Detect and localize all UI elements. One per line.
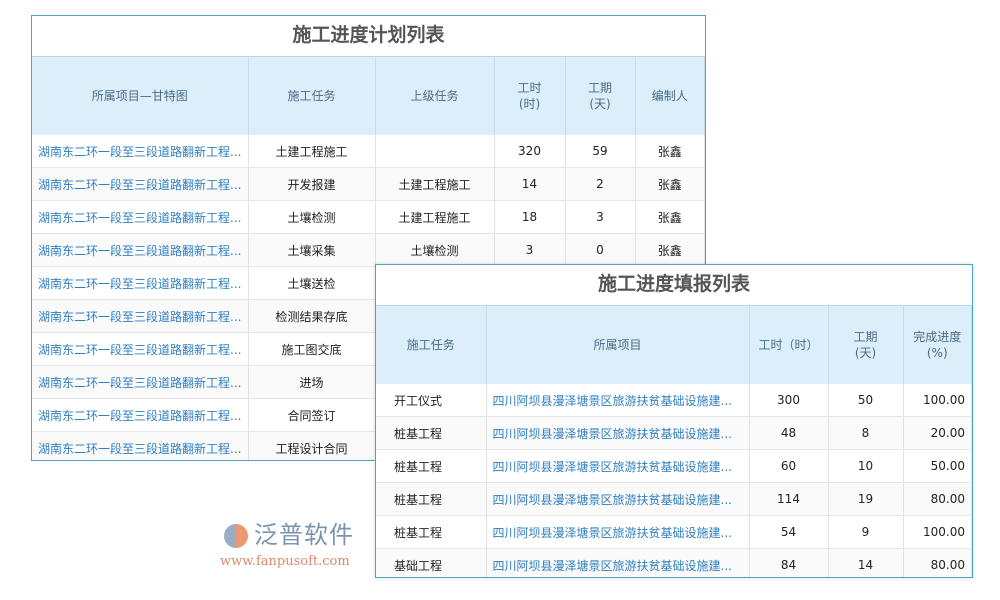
column-header: 施工任务 [376, 306, 487, 384]
project-link[interactable]: 四川阿坝县漫泽塘景区旅游扶贫基础设施建... [486, 515, 750, 549]
column-header: 所属项目—甘特图 [32, 57, 249, 135]
table-cell: 工程设计合同 [248, 431, 376, 460]
column-header: 施工任务 [248, 57, 376, 135]
table-cell: 开发报建 [248, 167, 376, 201]
table-cell: 土建工程施工 [375, 200, 495, 234]
table-cell: 土建工程施工 [375, 167, 495, 201]
project-link[interactable]: 湖南东二环一段至三段道路翻新工程... [32, 200, 249, 234]
table-cell: 84 [749, 548, 829, 577]
project-link[interactable]: 湖南东二环一段至三段道路翻新工程... [32, 233, 249, 267]
column-header: 工期 (天) [828, 306, 904, 384]
table-row[interactable]: 桩基工程 四川阿坝县漫泽塘景区旅游扶贫基础设施建... 60 10 50.00 [376, 449, 972, 483]
table-cell [375, 135, 495, 168]
table-cell: 8 [828, 416, 904, 450]
project-link[interactable]: 四川阿坝县漫泽塘景区旅游扶贫基础设施建... [486, 384, 750, 417]
table-cell: 开工仪式 [376, 384, 487, 417]
table-cell: 19 [828, 482, 904, 516]
table-cell: 2 [565, 167, 636, 201]
project-link[interactable]: 四川阿坝县漫泽塘景区旅游扶贫基础设施建... [486, 416, 750, 450]
table-row[interactable]: 开工仪式 四川阿坝县漫泽塘景区旅游扶贫基础设施建... 300 50 100.00 [376, 384, 972, 417]
logo-icon [224, 524, 248, 548]
table-cell: 300 [749, 384, 829, 417]
column-header: 工时 (时) [494, 57, 566, 135]
project-link[interactable]: 湖南东二环一段至三段道路翻新工程... [32, 365, 249, 399]
table-cell: 80.00 [903, 482, 972, 516]
table-cell: 9 [828, 515, 904, 549]
table-row[interactable]: 湖南东二环一段至三段道路翻新工程... 土建工程施工 320 59 张鑫 [32, 135, 705, 168]
table-cell: 100.00 [903, 515, 972, 549]
table-cell: 59 [565, 135, 636, 168]
project-link[interactable]: 四川阿坝县漫泽塘景区旅游扶贫基础设施建... [486, 449, 750, 483]
table-cell: 土壤送检 [248, 266, 376, 300]
table-cell: 50.00 [903, 449, 972, 483]
table-cell: 施工图交底 [248, 332, 376, 366]
project-link[interactable]: 湖南东二环一段至三段道路翻新工程... [32, 299, 249, 333]
table-cell: 桩基工程 [376, 482, 487, 516]
table-cell: 54 [749, 515, 829, 549]
table-cell: 合同签订 [248, 398, 376, 432]
table-cell: 114 [749, 482, 829, 516]
column-header: 工时（时） [749, 306, 829, 384]
project-link[interactable]: 湖南东二环一段至三段道路翻新工程... [32, 167, 249, 201]
project-link[interactable]: 四川阿坝县漫泽塘景区旅游扶贫基础设施建... [486, 482, 750, 516]
table-cell: 张鑫 [635, 135, 705, 168]
project-link[interactable]: 湖南东二环一段至三段道路翻新工程... [32, 431, 249, 460]
table-cell: 18 [494, 200, 566, 234]
table-cell: 基础工程 [376, 548, 487, 577]
table-cell: 3 [565, 200, 636, 234]
plan-header-row: 所属项目—甘特图 施工任务 上级任务 工时 (时) 工期 (天) 编制人 [32, 57, 705, 135]
column-header: 所属项目 [486, 306, 750, 384]
table-cell: 60 [749, 449, 829, 483]
table-cell: 土壤检测 [248, 200, 376, 234]
report-list-title: 施工进度填报列表 [376, 265, 972, 306]
table-row[interactable]: 桩基工程 四川阿坝县漫泽塘景区旅游扶贫基础设施建... 48 8 20.00 [376, 416, 972, 450]
column-header: 工期 (天) [565, 57, 636, 135]
table-cell: 0 [565, 233, 636, 267]
table-cell: 进场 [248, 365, 376, 399]
table-row[interactable]: 基础工程 四川阿坝县漫泽塘景区旅游扶贫基础设施建... 84 14 80.00 [376, 548, 972, 577]
column-header: 编制人 [635, 57, 705, 135]
project-link[interactable]: 湖南东二环一段至三段道路翻新工程... [32, 266, 249, 300]
column-header: 完成进度 (%) [903, 306, 972, 384]
table-cell: 张鑫 [635, 200, 705, 234]
table-cell: 20.00 [903, 416, 972, 450]
project-link[interactable]: 湖南东二环一段至三段道路翻新工程... [32, 332, 249, 366]
table-cell: 14 [828, 548, 904, 577]
logo-url: www.fanpusoft.com [220, 554, 350, 569]
fanpusoft-logo: 泛普软件 www.fanpusoft.com [220, 520, 360, 574]
table-cell: 土壤检测 [375, 233, 495, 267]
table-row[interactable]: 桩基工程 四川阿坝县漫泽塘景区旅游扶贫基础设施建... 114 19 80.00 [376, 482, 972, 516]
report-table-body: 开工仪式 四川阿坝县漫泽塘景区旅游扶贫基础设施建... 300 50 100.00 桩基工… [376, 384, 972, 577]
table-cell: 320 [494, 135, 566, 168]
table-row[interactable]: 桩基工程 四川阿坝县漫泽塘景区旅游扶贫基础设施建... 54 9 100.00 [376, 515, 972, 549]
table-cell: 100.00 [903, 384, 972, 417]
table-cell: 50 [828, 384, 904, 417]
table-cell: 张鑫 [635, 233, 705, 267]
table-row[interactable]: 湖南东二环一段至三段道路翻新工程... 土壤采集 土壤检测 3 0 张鑫 [32, 233, 705, 267]
project-link[interactable]: 四川阿坝县漫泽塘景区旅游扶贫基础设施建... [486, 548, 750, 577]
table-cell: 桩基工程 [376, 515, 487, 549]
table-cell: 土建工程施工 [248, 135, 376, 168]
logo-name: 泛普软件 [254, 521, 354, 549]
table-cell: 检测结果存底 [248, 299, 376, 333]
table-row[interactable]: 湖南东二环一段至三段道路翻新工程... 土壤检测 土建工程施工 18 3 张鑫 [32, 200, 705, 234]
column-header: 上级任务 [375, 57, 495, 135]
report-list-panel: 施工进度填报列表 施工任务 所属项目 工时（时） 工期 (天) 完成进度 (%) 开工仪… [375, 264, 973, 578]
project-link[interactable]: 湖南东二环一段至三段道路翻新工程... [32, 135, 249, 168]
table-cell: 10 [828, 449, 904, 483]
plan-list-title: 施工进度计划列表 [32, 16, 705, 57]
table-cell: 48 [749, 416, 829, 450]
report-header-row: 施工任务 所属项目 工时（时） 工期 (天) 完成进度 (%) [376, 306, 972, 384]
table-cell: 张鑫 [635, 167, 705, 201]
table-cell: 土壤采集 [248, 233, 376, 267]
project-link[interactable]: 湖南东二环一段至三段道路翻新工程... [32, 398, 249, 432]
table-cell: 桩基工程 [376, 449, 487, 483]
report-table: 施工任务 所属项目 工时（时） 工期 (天) 完成进度 (%) 开工仪式 四川阿坝县漫泽塘… [376, 306, 972, 577]
table-cell: 桩基工程 [376, 416, 487, 450]
table-cell: 3 [494, 233, 566, 267]
table-cell: 80.00 [903, 548, 972, 577]
table-row[interactable]: 湖南东二环一段至三段道路翻新工程... 开发报建 土建工程施工 14 2 张鑫 [32, 167, 705, 201]
table-cell: 14 [494, 167, 566, 201]
